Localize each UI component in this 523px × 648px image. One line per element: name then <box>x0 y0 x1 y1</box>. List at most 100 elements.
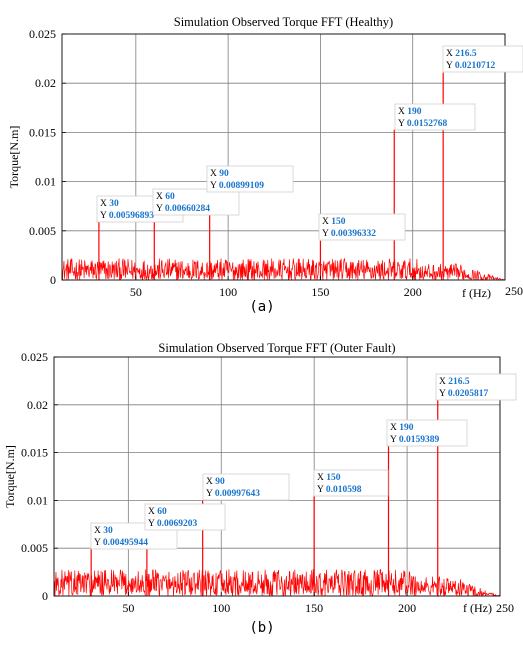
datatip: X 216.5 Y 0.0210712 <box>442 45 523 73</box>
datatip-x-key: X <box>322 217 331 227</box>
y-axis-label: Torque[N.m] <box>3 445 17 508</box>
datatip-x-value: 216.5 <box>455 49 477 59</box>
datatip-y-row: Y 0.00596893 <box>100 211 154 221</box>
x-tick-label: 100 <box>219 285 237 299</box>
y-tick-label: 0.005 <box>21 541 48 555</box>
datatip: X 90 Y 0.00997643 <box>202 473 290 501</box>
x-axis-label: f (Hz) <box>462 286 491 300</box>
chart-title: Simulation Observed Torque FFT (Healthy) <box>174 15 393 29</box>
y-tick-label: 0.005 <box>29 224 56 238</box>
x-tick-label: 200 <box>398 601 416 615</box>
y-tick-label: 0.01 <box>35 175 56 189</box>
datatip-box <box>206 165 294 193</box>
datatip-y-key: Y <box>446 61 455 71</box>
datatip-y-value: 0.010598 <box>326 485 362 495</box>
datatip-y-key: Y <box>94 538 103 548</box>
datatip-x-key: X <box>390 423 399 433</box>
datatip-x-row: X 190 <box>398 107 422 117</box>
datatip-box <box>394 103 476 131</box>
datatip-box <box>202 473 290 501</box>
datatip-y-row: Y 0.00899109 <box>210 181 264 191</box>
datatip-y-key: Y <box>439 389 448 399</box>
chart-title: Simulation Observed Torque FFT (Outer Fa… <box>158 341 395 355</box>
figure-caption: (b) <box>249 620 274 636</box>
y-tick-label: 0.025 <box>21 350 48 364</box>
datatip-x-value: 90 <box>219 169 229 179</box>
datatip-x-value: 30 <box>103 526 113 536</box>
datatip: X 90Y 0.00899109 <box>206 165 294 193</box>
datatip-x-value: 190 <box>407 107 422 117</box>
y-tick-label: 0.02 <box>35 76 56 90</box>
datatip-y-key: Y <box>317 485 326 495</box>
datatip-x-row: X 90 <box>206 477 225 487</box>
datatip-x-value: 150 <box>326 473 341 483</box>
x-tick-label: 150 <box>311 285 329 299</box>
datatip-y-key: Y <box>156 204 165 214</box>
datatip-box <box>152 188 240 216</box>
datatip-y-value: 0.0159389 <box>399 435 440 445</box>
datatip-x-value: 190 <box>399 423 414 433</box>
datatip-y-key: Y <box>390 435 399 445</box>
datatip-x-key: X <box>398 107 407 117</box>
datatip-box <box>442 45 523 73</box>
datatip-y-key: Y <box>100 211 109 221</box>
datatip-y-key: Y <box>206 489 215 499</box>
datatip-y-row: Y 0.00660284 <box>156 204 210 214</box>
axes-frame <box>53 356 501 597</box>
datatip-x-key: X <box>210 169 219 179</box>
datatip-x-row: X 30 <box>100 199 119 209</box>
x-tick-label: 250 <box>496 601 514 615</box>
datatip-x-key: X <box>94 526 103 536</box>
y-tick-label: 0.015 <box>29 125 56 139</box>
datatip-x-row: X 60 <box>156 192 175 202</box>
datatip-x-key: X <box>206 477 215 487</box>
datatip-y-row: Y 0.0205817 <box>439 389 489 399</box>
datatip-y-value: 0.00396332 <box>331 229 376 239</box>
datatip-x-row: X 216.5 <box>439 377 470 387</box>
datatip-y-value: 0.0152768 <box>407 119 448 129</box>
datatip-x-value: 60 <box>165 192 175 202</box>
datatip-x-row: X 30 <box>94 526 113 536</box>
datatip-y-row: Y 0.00396332 <box>322 229 376 239</box>
datatip-y-value: 0.00899109 <box>219 181 264 191</box>
datatip-y-key: Y <box>210 181 219 191</box>
datatip-y-row: Y 0.00997643 <box>206 489 260 499</box>
datatip-y-value: 0.00495944 <box>103 538 148 548</box>
y-tick-label: 0.02 <box>27 398 48 412</box>
datatip-x-row: X 216.5 <box>446 49 477 59</box>
datatip-y-value: 0.0069203 <box>157 519 198 529</box>
datatip-y-value: 0.00660284 <box>165 204 210 214</box>
chart-a: 50 100 150 200 250 0 0.005 0.01 0.015 0.02 0.025 Si… <box>7 15 523 315</box>
chart-b: 50 100 150 200 250 0 0.005 0.01 0.015 0.02 0.025 Si… <box>3 341 517 636</box>
datatip-y-value: 0.0210712 <box>455 61 496 71</box>
x-tick-label: 200 <box>404 285 422 299</box>
datatip-x-row: X 190 <box>390 423 414 433</box>
datatip-box <box>386 419 468 447</box>
datatip-x-key: X <box>156 192 165 202</box>
axes-frame <box>61 33 506 281</box>
datatip: X 150 Y 0.010598 <box>313 469 389 497</box>
datatip-x-key: X <box>148 507 157 517</box>
y-axis-label: Torque[N.m] <box>7 126 21 189</box>
datatip-y-value: 0.00997643 <box>215 489 260 499</box>
y-tick-label: 0.01 <box>27 493 48 507</box>
y-tick-label: 0 <box>42 589 48 603</box>
datatip-y-row: Y 0.00495944 <box>94 538 148 548</box>
x-tick-label: 150 <box>305 601 323 615</box>
datatip-y-key: Y <box>322 229 331 239</box>
datatip-x-key: X <box>439 377 448 387</box>
datatip-y-value: 0.00596893 <box>109 211 154 221</box>
datatip-y-row: Y 0.010598 <box>317 485 362 495</box>
datatip: X 60Y 0.00660284 <box>152 188 240 216</box>
datatip-y-value: 0.0205817 <box>448 389 489 399</box>
datatip-y-row: Y 0.0210712 <box>446 61 496 71</box>
x-tick-label: 50 <box>122 601 134 615</box>
datatip-x-value: 30 <box>109 199 119 209</box>
x-tick-label: 250 <box>505 284 523 298</box>
datatip-x-row: X 150 <box>317 473 341 483</box>
datatip-x-value: 216.5 <box>448 377 470 387</box>
